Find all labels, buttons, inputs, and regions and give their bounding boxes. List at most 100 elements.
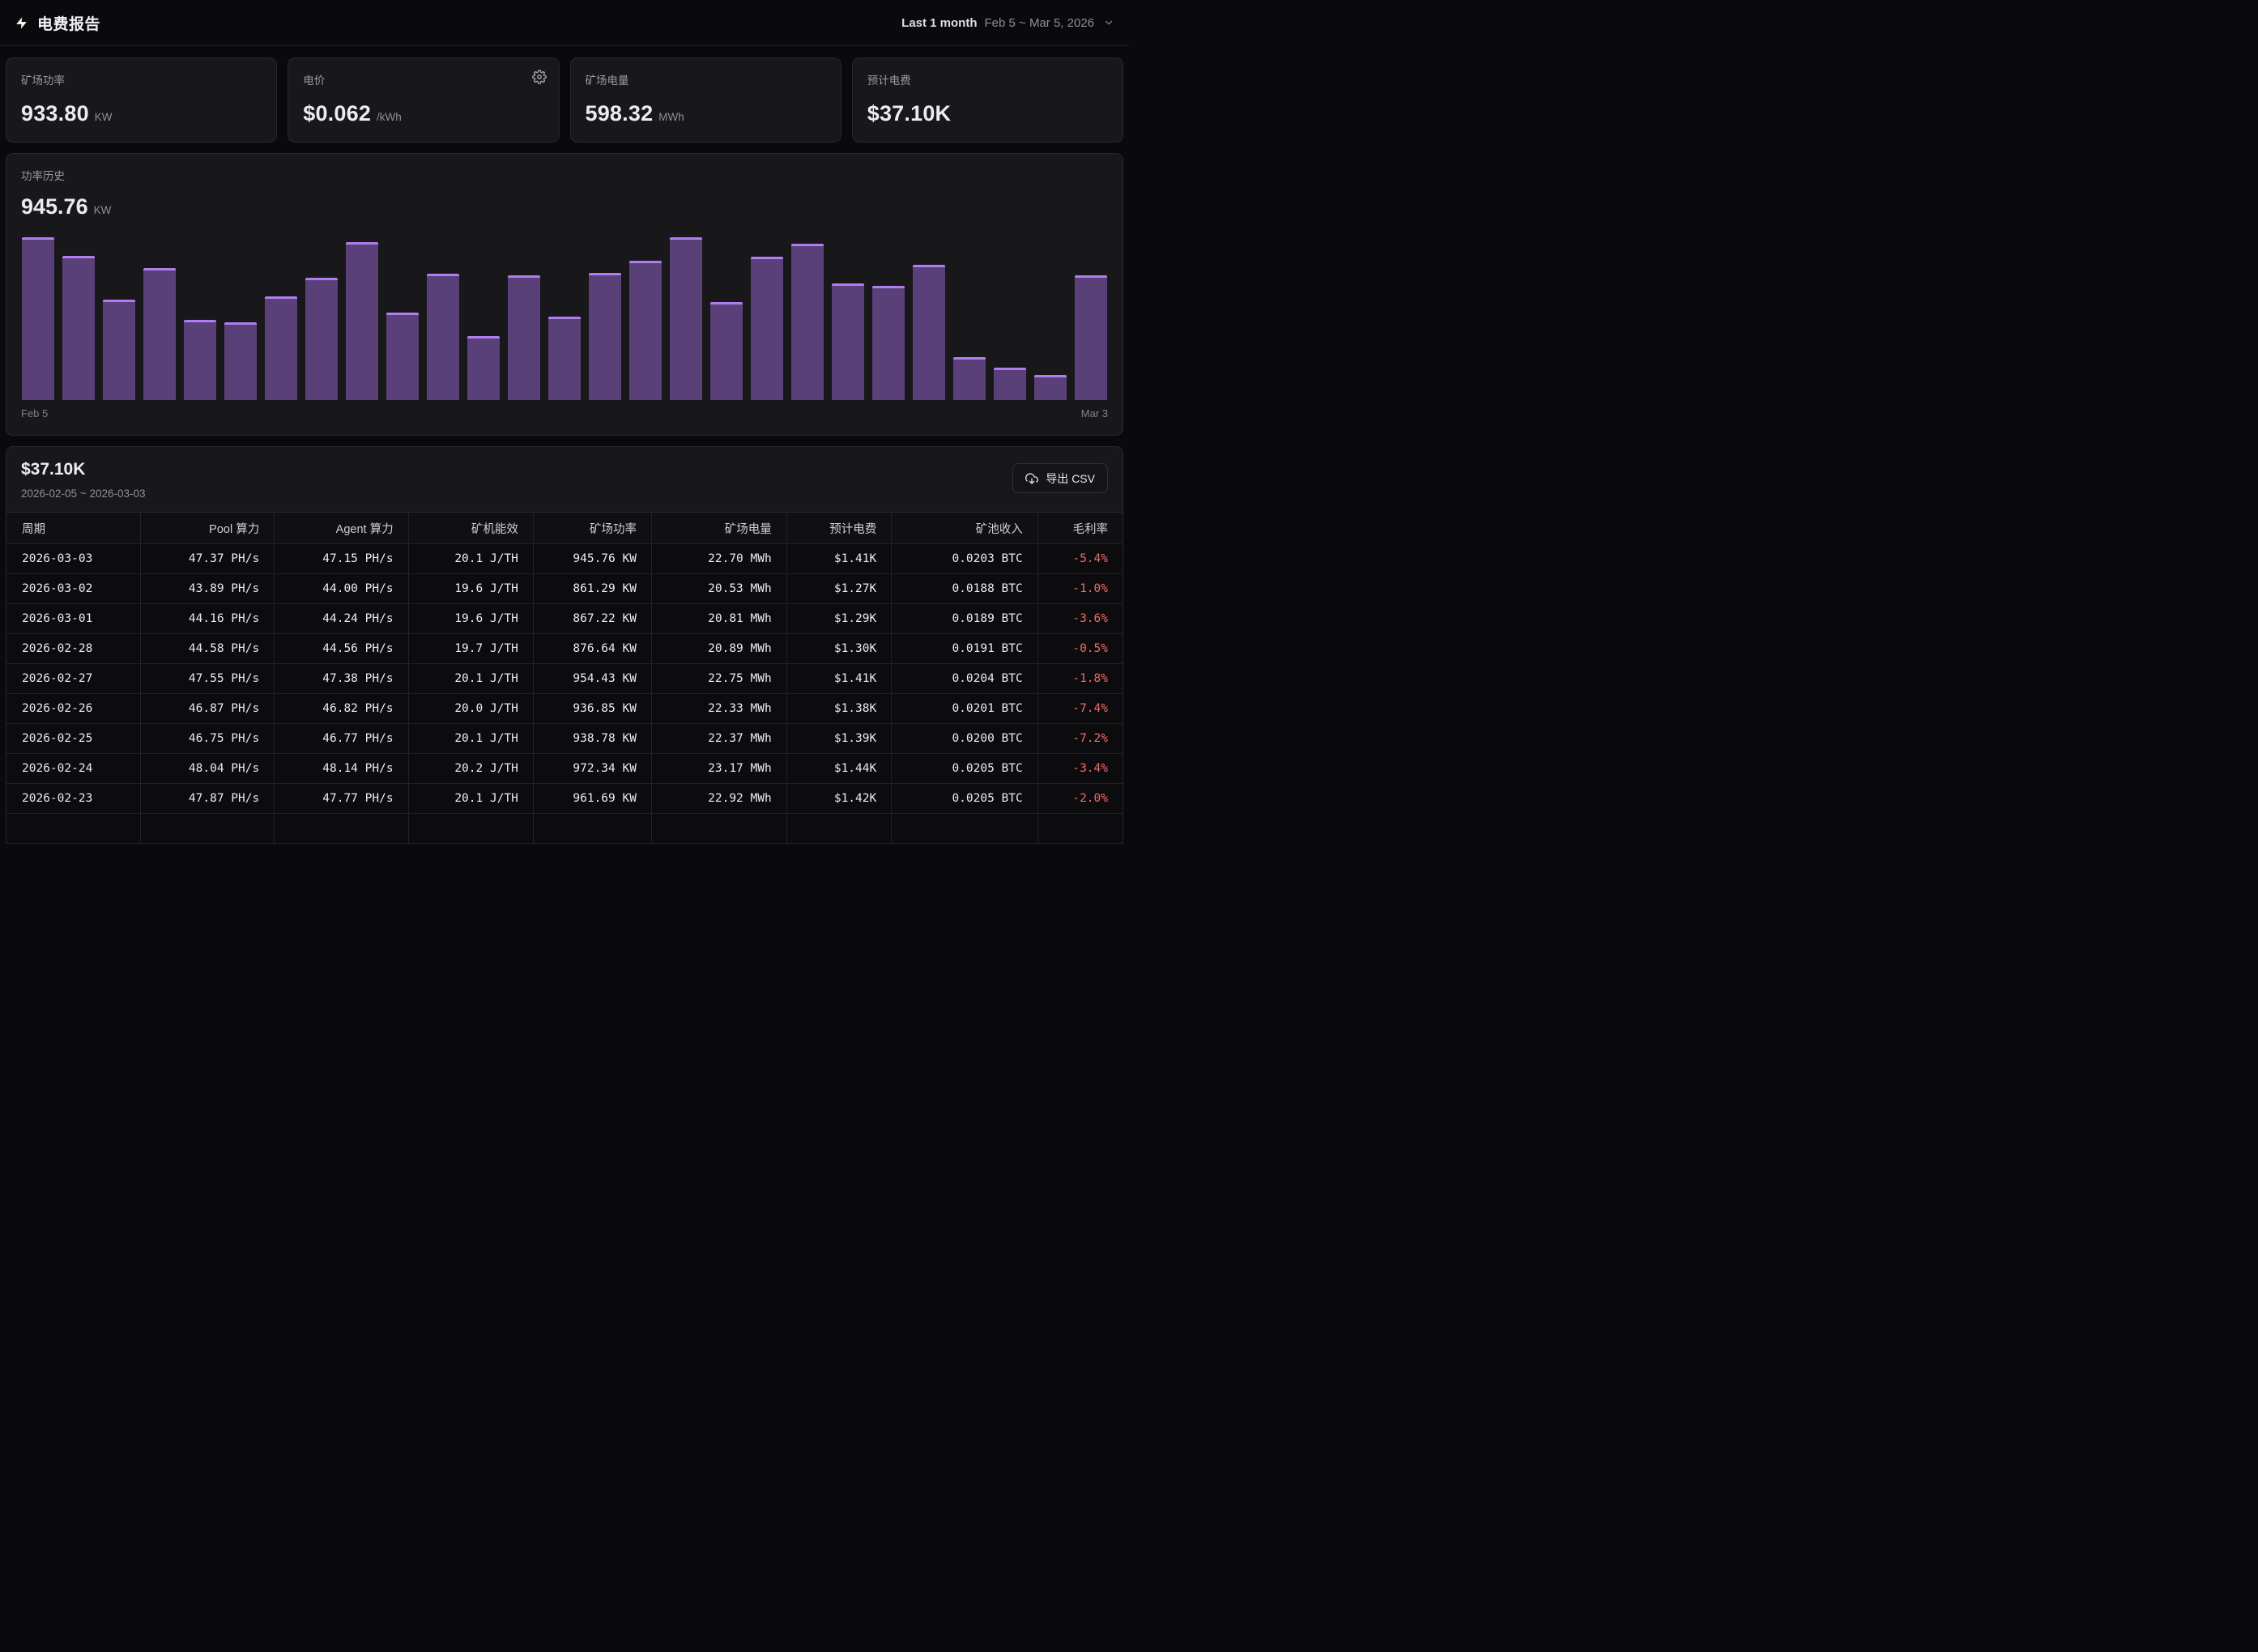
- table-cell: 961.69 KW: [533, 784, 651, 814]
- table-cell: -7.4%: [1037, 694, 1123, 724]
- table-cell: 44.16 PH/s: [140, 604, 274, 634]
- table-cell: 44.24 PH/s: [275, 604, 408, 634]
- chart-bar[interactable]: [265, 296, 297, 400]
- chart-bar[interactable]: [589, 273, 621, 400]
- chart-bar[interactable]: [467, 336, 500, 400]
- chart-bar[interactable]: [427, 274, 459, 400]
- chart-bar[interactable]: [670, 237, 702, 400]
- chart-bar[interactable]: [751, 257, 783, 400]
- column-header: 矿池收入: [892, 513, 1038, 544]
- x-axis-end-label: Mar 3: [1081, 407, 1108, 419]
- table-cell: [408, 814, 533, 844]
- table-cell: 22.33 MWh: [651, 694, 786, 724]
- table-cell: 20.89 MWh: [651, 634, 786, 664]
- table-row: 2026-03-0243.89 PH/s44.00 PH/s19.6 J/TH8…: [6, 574, 1123, 604]
- column-header: Pool 算力: [140, 513, 274, 544]
- chart-bar[interactable]: [994, 368, 1026, 400]
- column-header: 矿场功率: [533, 513, 651, 544]
- chart-bar[interactable]: [913, 265, 945, 400]
- stat-card-electricity-price: 电价 $0.062 /kWh: [288, 57, 559, 143]
- column-header: 周期: [6, 513, 140, 544]
- table-cell: 0.0188 BTC: [892, 574, 1038, 604]
- table-cell: 46.87 PH/s: [140, 694, 274, 724]
- column-header: 矿机能效: [408, 513, 533, 544]
- table-cell: [6, 814, 140, 844]
- table-row: 2026-02-2448.04 PH/s48.14 PH/s20.2 J/TH9…: [6, 754, 1123, 784]
- stat-card-farm-power: 矿场功率 933.80 KW: [6, 57, 277, 143]
- export-csv-button[interactable]: 导出 CSV: [1012, 463, 1108, 493]
- stat-label: 矿场电量: [586, 71, 826, 87]
- column-header: 预计电费: [786, 513, 892, 544]
- chart-bar[interactable]: [710, 302, 743, 400]
- table-cell: 47.87 PH/s: [140, 784, 274, 814]
- table-cell: $1.38K: [786, 694, 892, 724]
- table-cell: 22.37 MWh: [651, 724, 786, 754]
- table-cell: 2026-03-02: [6, 574, 140, 604]
- stat-card-estimated-cost: 预计电费 $37.10K: [852, 57, 1123, 143]
- table-cell: [651, 814, 786, 844]
- table-cell: -1.0%: [1037, 574, 1123, 604]
- table-cell: $1.41K: [786, 664, 892, 694]
- column-header: 矿场电量: [651, 513, 786, 544]
- chart-bar[interactable]: [62, 256, 95, 400]
- table-cell: 46.75 PH/s: [140, 724, 274, 754]
- table-cell: -1.8%: [1037, 664, 1123, 694]
- chart-bar[interactable]: [224, 322, 257, 400]
- table-cell: 867.22 KW: [533, 604, 651, 634]
- table-cell: 0.0189 BTC: [892, 604, 1038, 634]
- table-cell: 0.0203 BTC: [892, 544, 1038, 574]
- chart-bar[interactable]: [872, 286, 905, 400]
- chart-bar[interactable]: [629, 261, 662, 400]
- chart-bar[interactable]: [103, 300, 135, 400]
- lightning-bolt-icon: [15, 15, 28, 32]
- table-row: 2026-03-0347.37 PH/s47.15 PH/s20.1 J/TH9…: [6, 544, 1123, 574]
- table-cell: 2026-02-25: [6, 724, 140, 754]
- chart-bar[interactable]: [791, 244, 824, 400]
- chart-bar[interactable]: [184, 320, 216, 400]
- chart-unit: KW: [94, 204, 112, 216]
- chart-bar[interactable]: [346, 242, 378, 400]
- chart-bar[interactable]: [305, 278, 338, 400]
- stat-cards-row: 矿场功率 933.80 KW 电价 $0.062 /kWh 矿场电量 598.3…: [0, 46, 1129, 143]
- table-cell: 46.82 PH/s: [275, 694, 408, 724]
- gear-icon[interactable]: [532, 70, 547, 84]
- table-row: 2026-02-2347.87 PH/s47.77 PH/s20.1 J/TH9…: [6, 784, 1123, 814]
- chart-bar[interactable]: [1034, 375, 1067, 400]
- table-cell: 954.43 KW: [533, 664, 651, 694]
- stat-unit: MWh: [658, 111, 684, 123]
- chart-current-value: 945.76: [21, 194, 88, 219]
- table-cell: 47.38 PH/s: [275, 664, 408, 694]
- x-axis-start-label: Feb 5: [21, 407, 48, 419]
- page-title: 电费报告: [37, 12, 100, 34]
- table-cell: 22.70 MWh: [651, 544, 786, 574]
- table-cell: 0.0201 BTC: [892, 694, 1038, 724]
- table-cell: -3.4%: [1037, 754, 1123, 784]
- table-cell: 20.1 J/TH: [408, 544, 533, 574]
- table-cell: 2026-02-23: [6, 784, 140, 814]
- table-cell: 48.04 PH/s: [140, 754, 274, 784]
- table-cell: 47.55 PH/s: [140, 664, 274, 694]
- chart-bar[interactable]: [22, 237, 54, 400]
- table-cell: 876.64 KW: [533, 634, 651, 664]
- chart-bar[interactable]: [953, 357, 986, 400]
- table-cell: $1.30K: [786, 634, 892, 664]
- chart-bar[interactable]: [832, 283, 864, 400]
- table-cell: -0.5%: [1037, 634, 1123, 664]
- table-row: [6, 814, 1123, 844]
- chart-bar[interactable]: [508, 275, 540, 400]
- chart-bar[interactable]: [548, 317, 581, 400]
- table-cell: 20.53 MWh: [651, 574, 786, 604]
- chart-bar[interactable]: [386, 313, 419, 400]
- table-cell: 2026-02-28: [6, 634, 140, 664]
- table-cell: 47.37 PH/s: [140, 544, 274, 574]
- date-range-picker[interactable]: Last 1 month Feb 5 ~ Mar 5, 2026: [901, 16, 1114, 30]
- top-bar: 电费报告 Last 1 month Feb 5 ~ Mar 5, 2026: [0, 0, 1129, 46]
- chart-bar[interactable]: [143, 268, 176, 400]
- chart-bar[interactable]: [1075, 275, 1107, 400]
- stat-unit: /kWh: [377, 111, 402, 123]
- table-cell: -7.2%: [1037, 724, 1123, 754]
- column-header: Agent 算力: [275, 513, 408, 544]
- range-dates: Feb 5 ~ Mar 5, 2026: [985, 16, 1095, 30]
- table-cell: [786, 814, 892, 844]
- power-history-card: 功率历史 945.76 KW Feb 5 Mar 3: [6, 153, 1123, 436]
